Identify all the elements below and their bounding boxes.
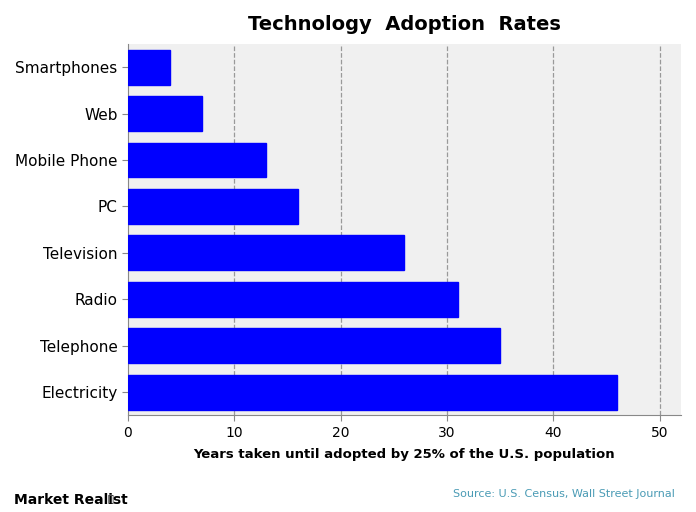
Bar — [128, 96, 203, 131]
Bar — [128, 375, 617, 410]
Bar — [128, 236, 404, 270]
Bar — [128, 50, 171, 84]
Bar — [128, 328, 500, 363]
Title: Technology  Adoption  Rates: Technology Adoption Rates — [248, 15, 561, 34]
Text: Source: U.S. Census, Wall Street Journal: Source: U.S. Census, Wall Street Journal — [453, 489, 675, 499]
Bar — [128, 142, 266, 177]
Text: Market Realist: Market Realist — [14, 493, 127, 507]
Bar — [128, 189, 298, 224]
X-axis label: Years taken until adopted by 25% of the U.S. population: Years taken until adopted by 25% of the … — [193, 448, 615, 461]
Bar — [128, 282, 458, 317]
Text: Ⓠ: Ⓠ — [108, 493, 113, 503]
